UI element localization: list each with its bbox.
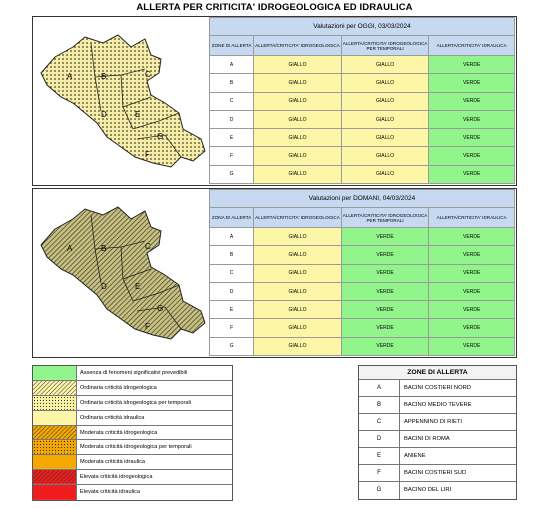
legend-swatch — [33, 380, 77, 395]
map-label-c: C — [145, 242, 151, 251]
table-row: E GIALLO VERDE VERDE — [208, 300, 515, 320]
tomorrow-table: Valutazioni per DOMANI, 04/03/2024 ZONA … — [208, 189, 515, 357]
legend-item: Elevata criticità idraulica — [33, 485, 232, 501]
map-label-e: E — [135, 110, 140, 119]
legend-swatch — [33, 485, 77, 501]
map-label-g: G — [157, 304, 163, 313]
legend-item: Moderata criticità idrogeologica per tem… — [33, 440, 232, 456]
table-row: D GIALLO VERDE VERDE — [208, 281, 515, 302]
col-idro: ALLERTA/CRITICITA' IDROGEOLOGICA — [253, 207, 342, 228]
col-zone: ZONA DI ALLERTA — [208, 207, 255, 228]
table-row: E GIALLO GIALLO VERDE — [208, 128, 515, 148]
zone-row: F BACINI COSTIERI SUD — [359, 465, 516, 482]
zone-row: A BACINI COSTIERI NORD — [359, 380, 516, 397]
zone-row: D BACINI DI ROMA — [359, 431, 516, 448]
table-row: B GIALLO VERDE VERDE — [208, 245, 515, 265]
legend-item: Assenza di fenomeni significativi preved… — [33, 366, 232, 381]
legend-swatch — [33, 455, 77, 470]
table-row: C GIALLO VERDE VERDE — [208, 263, 515, 283]
table-row: G GIALLO GIALLO VERDE — [208, 164, 515, 185]
zone-row: C APPENNINO DI RIETI — [359, 414, 516, 431]
table-row: C GIALLO GIALLO VERDE — [208, 91, 515, 111]
map-label-f: F — [145, 150, 150, 159]
table-row: D GIALLO GIALLO VERDE — [208, 109, 515, 130]
zones-header: ZONE DI ALLERTA — [359, 366, 516, 380]
today-region-map: A B C D E F G — [40, 34, 206, 168]
map-label-d: D — [101, 110, 107, 119]
map-label-b: B — [101, 72, 106, 81]
col-temp: ALLERTA/CRITICITA' IDROGEOLOGICA PER TEM… — [340, 35, 430, 56]
table-row: G GIALLO VERDE VERDE — [208, 336, 515, 357]
legend-swatch — [33, 470, 77, 485]
map-label-c: C — [145, 70, 151, 79]
map-label-b: B — [101, 244, 106, 253]
legend-swatch — [33, 366, 77, 380]
col-idro: ALLERTA/CRITICITA' IDROGEOLOGICA — [253, 35, 342, 56]
col-idra: ALLERTA/CRITICITA' IDRAULICA — [428, 207, 515, 228]
col-zone: ZONE DI ALLERTA — [208, 35, 255, 56]
map-label-f: F — [145, 322, 150, 331]
tomorrow-header: Valutazioni per DOMANI, 04/03/2024 — [209, 189, 515, 208]
map-label-a: A — [67, 72, 73, 81]
zone-row: G BACINO DEL LIRI — [359, 482, 516, 499]
today-table: Valutazioni per OGGI, 03/03/2024 ZONE DI… — [208, 17, 515, 185]
legend-item: Ordinaria criticità idrogeologica — [33, 380, 232, 396]
legend-swatch — [33, 425, 77, 440]
legend-swatch — [33, 395, 77, 410]
table-row: A GIALLO GIALLO VERDE — [208, 54, 515, 75]
tomorrow-region-map: A B C D E F G — [40, 206, 206, 340]
legend-item: Moderata criticità idrogeologica — [33, 425, 232, 441]
bulletin-title: ALLERTA PER CRITICITA' IDROGEOLOGICA ED … — [136, 2, 413, 13]
legend-swatch — [33, 440, 77, 455]
col-idra: ALLERTA/CRITICITA' IDRAULICA — [428, 35, 515, 56]
col-temp: ALLERTA/CRITICITA' IDROGEOLOGICA PER TEM… — [340, 207, 430, 228]
legend-item: Moderata criticità idraulica — [33, 455, 232, 471]
table-row: B GIALLO GIALLO VERDE — [208, 73, 515, 93]
legend-item: Elevata criticità idrogeologica — [33, 470, 232, 486]
today-panel: A B C D E F G Valutazioni per OGGI, 03/0… — [32, 16, 517, 186]
legend: Assenza di fenomeni significativi preved… — [32, 365, 233, 502]
table-row: F GIALLO VERDE VERDE — [208, 318, 515, 338]
table-row: A GIALLO VERDE VERDE — [208, 226, 515, 247]
zone-row: E ANIENE — [359, 448, 516, 465]
map-label-a: A — [67, 244, 73, 253]
today-header: Valutazioni per OGGI, 03/03/2024 — [209, 17, 515, 36]
map-label-g: G — [157, 132, 163, 141]
legend-item: Ordinaria criticità idraulica — [33, 410, 232, 426]
zone-row: B BACINO MEDIO TEVERE — [359, 397, 516, 414]
legend-swatch — [33, 410, 77, 425]
map-label-e: E — [135, 282, 140, 291]
legend-item: Ordinaria criticità idrogeologica per te… — [33, 395, 232, 411]
map-label-d: D — [101, 282, 107, 291]
tomorrow-panel: A B C D E F G Valutazioni per DOMANI, 04… — [32, 188, 517, 358]
table-row: F GIALLO GIALLO VERDE — [208, 146, 515, 166]
